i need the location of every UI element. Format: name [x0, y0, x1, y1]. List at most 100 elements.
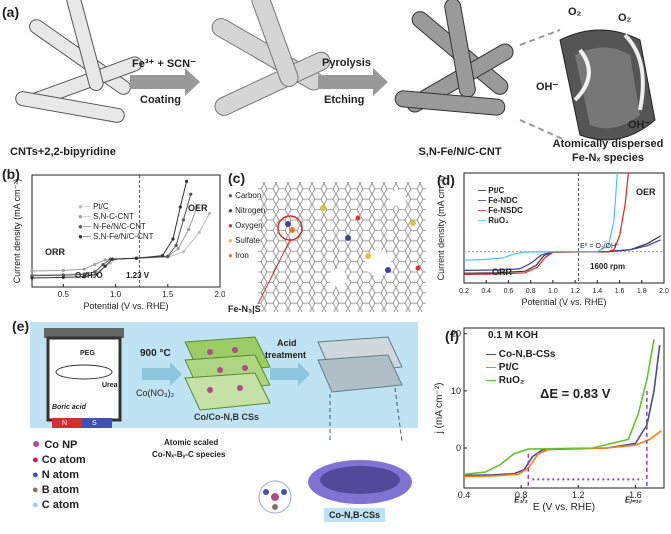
series-point: [30, 276, 34, 280]
d-legend: — Pt/C — Fe-NDC — Fe-NSDC — RuO₂: [478, 186, 523, 226]
x-tick-label: 1.0: [548, 288, 558, 295]
autoclave-icon: [44, 328, 124, 428]
series-point: [171, 237, 175, 241]
b-legend-item: ●— Pt/C: [78, 202, 109, 211]
series-point: [30, 274, 34, 278]
panel-d-label: (d): [437, 172, 455, 188]
y-axis-label: Current density (mA cm⁻²): [436, 176, 446, 281]
c-legend-item: ● Nitrogen: [228, 206, 266, 215]
x-tick-label: 1.2: [572, 490, 585, 500]
step2-top: Pyrolysis: [322, 57, 371, 69]
oh-right: OH⁻: [628, 119, 651, 131]
box1-label: Co/Co-N,B CSs: [194, 412, 259, 422]
panel-a-label: (a): [2, 4, 20, 20]
x-tick-label: 2.0: [214, 290, 225, 299]
atomic-structure-icon: [258, 480, 292, 514]
o2-left: O₂: [568, 6, 582, 18]
x-axis-label: Potential (V vs. RHE): [83, 301, 168, 311]
series-point: [174, 243, 178, 247]
sn-fe-cnt-icon: [394, 0, 514, 116]
panel-e-label: (e): [12, 318, 30, 334]
e-half-label: E₁/₂: [514, 496, 527, 505]
series-point: [184, 179, 189, 183]
plot-frame: [463, 327, 665, 489]
series-line: [463, 239, 661, 271]
panel-b-label: (b): [2, 166, 20, 182]
x-tick-label: 1.0: [110, 290, 122, 299]
caption-sn-fe: S,N-Fe/N/C-CNT: [418, 146, 502, 158]
series-point: [93, 263, 97, 267]
o2-right: O₂: [618, 12, 632, 24]
box2-label: Co-N,B-CSs: [324, 508, 385, 522]
series-point: [195, 205, 199, 209]
arrow-right-icon: [130, 68, 388, 96]
caption-atomic-1: Atomically dispersed: [552, 138, 664, 150]
series-line: [463, 345, 661, 477]
y-axis-label: Current density (mA cm⁻²): [12, 179, 22, 284]
f-legend-item: — RuO₂: [486, 375, 525, 386]
c-legend: ● Carbon ● Nitrogen ● Oxygen ● Sulfate ●…: [228, 188, 265, 263]
x-tick-label: 0.5: [58, 290, 70, 299]
f-electrolyte: 0.1 M KOH: [488, 330, 539, 341]
series-point: [103, 258, 107, 262]
arrow-right-icon: [142, 362, 310, 386]
n-label: N: [62, 420, 68, 427]
d-legend-item: — Fe-NSDC: [478, 206, 523, 215]
series-point: [181, 218, 186, 222]
series-point: [178, 205, 182, 209]
e-legend-item: ● Co atom: [32, 454, 86, 466]
panel-a-illustration: [15, 0, 656, 141]
series-line: [463, 235, 662, 274]
chart-d: 0.2 0.4 0.6 0.8 1.0 1.2 1.4 1.6 1.8 2.0 Potential …: [436, 172, 669, 307]
series-line: [463, 430, 662, 478]
urea-label: Urea: [102, 382, 118, 389]
x-tick-label: 0.2: [459, 288, 469, 295]
e-legend-item: ● Co NP: [32, 435, 78, 452]
y-tick-label: 0: [456, 443, 461, 453]
d-legend-item: — RuO₂: [478, 216, 509, 225]
series-point: [197, 231, 201, 235]
c-legend-item: ● Iron: [228, 251, 249, 260]
e-legend-item: ● C atom: [32, 499, 79, 511]
panel-f-label: (f): [445, 328, 459, 344]
y-tick-label: 20: [451, 329, 461, 339]
e-legend-item: ● N atom: [32, 469, 79, 481]
x-tick-label: 0.4: [481, 288, 491, 295]
b-legend-item: ●— N-Fe/N/C-CNT: [78, 222, 146, 231]
x-tick-label: 1.6: [615, 288, 625, 295]
series-point: [189, 192, 193, 196]
orr-label: ORR: [492, 267, 513, 277]
annot-right: 1.23 V: [126, 271, 150, 280]
x-tick-label: 1.4: [592, 288, 602, 295]
x-tick-label: 1.2: [570, 288, 580, 295]
series-point: [82, 275, 86, 279]
acid-label-2: treatment: [265, 350, 307, 360]
panel-c-label: (c): [228, 170, 246, 186]
f-legend-item: — Pt/C: [486, 362, 519, 373]
graphene-lattice: [257, 182, 426, 312]
annot-left: O₂/H₂O: [75, 271, 103, 280]
e0-label: E⁰ = O₂/OH⁻: [580, 242, 620, 250]
x-tick-label: 0.8: [515, 490, 528, 500]
oh-left: OH⁻: [536, 81, 559, 93]
series-point: [110, 257, 115, 261]
f-delta: ΔE = 0.83 V: [540, 386, 611, 401]
temp-label: 900 °C: [140, 348, 171, 359]
caption-cnts: CNTs+2,2-bipyridine: [10, 146, 116, 158]
e-legend: ● Co NP ● Co atom ● N atom ● B atom ● C …: [32, 436, 86, 513]
s-label: S: [92, 420, 97, 427]
coated-cnt-icon: [211, 0, 331, 116]
x-tick-label: 1.6: [629, 490, 642, 500]
d-legend-item: — Fe-NDC: [478, 196, 518, 205]
series-point: [181, 250, 186, 254]
x-tick-label: 1.8: [637, 288, 647, 295]
atomic-label-1: Atomic scaled: [164, 438, 219, 447]
b-legend-item: ●— S,N-C-CNT: [78, 212, 134, 221]
series-point: [103, 264, 107, 268]
cnt-bundle-icon: [15, 0, 143, 123]
series-point: [187, 227, 191, 231]
zoom-mesh-icon: [308, 460, 412, 504]
acid-label-1: Acid: [277, 338, 297, 348]
series-point: [61, 273, 65, 277]
series-point: [95, 272, 99, 276]
